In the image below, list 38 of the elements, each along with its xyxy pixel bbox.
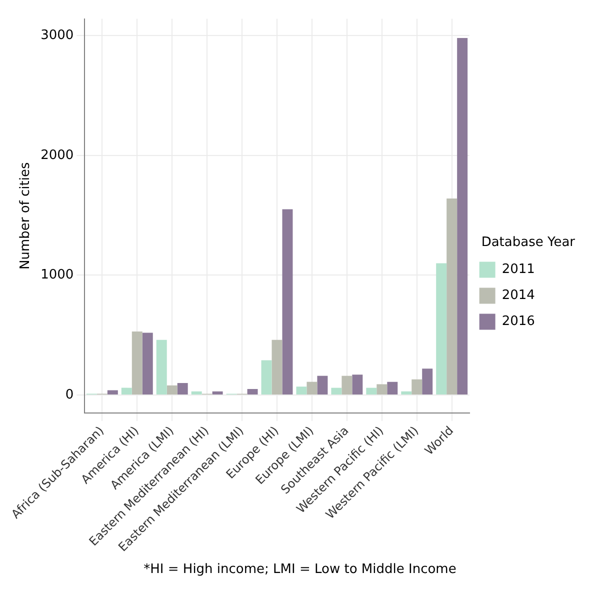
bar [272, 340, 282, 394]
bar [296, 386, 307, 394]
bar [317, 376, 328, 394]
bar [191, 391, 202, 394]
text: *HI = High income; LMI = Low to Middle Income [142, 562, 458, 577]
bar [422, 368, 433, 394]
bar [247, 389, 258, 394]
legend-label: 2016 [502, 314, 535, 330]
bar [352, 374, 363, 394]
bar [166, 385, 178, 394]
bar [107, 390, 118, 394]
y-axis-title: Number of cities [18, 162, 34, 270]
bar [142, 332, 153, 394]
legend-label: 2011 [502, 262, 535, 278]
y-tick-label: 1000 [40, 268, 74, 283]
bar [446, 198, 458, 394]
bar [212, 391, 223, 394]
bar [342, 376, 352, 394]
y-tick-label: 2000 [40, 148, 74, 163]
bar [366, 388, 377, 394]
y-tick-label: 0 [65, 387, 74, 402]
y-tick-label: 3000 [40, 28, 74, 43]
legend-title: Database Year [481, 235, 576, 250]
bar [412, 379, 422, 394]
legend-label: 2014 [502, 288, 535, 304]
bar [121, 388, 132, 394]
bar [282, 209, 293, 394]
bar [376, 384, 388, 394]
bar [331, 388, 342, 394]
bar [401, 391, 412, 394]
bar [387, 382, 398, 394]
bar [306, 382, 318, 394]
bar [436, 263, 447, 394]
bar [132, 332, 142, 394]
bar [156, 340, 167, 394]
bar [177, 383, 188, 394]
bar [457, 38, 468, 394]
bar [261, 360, 272, 394]
